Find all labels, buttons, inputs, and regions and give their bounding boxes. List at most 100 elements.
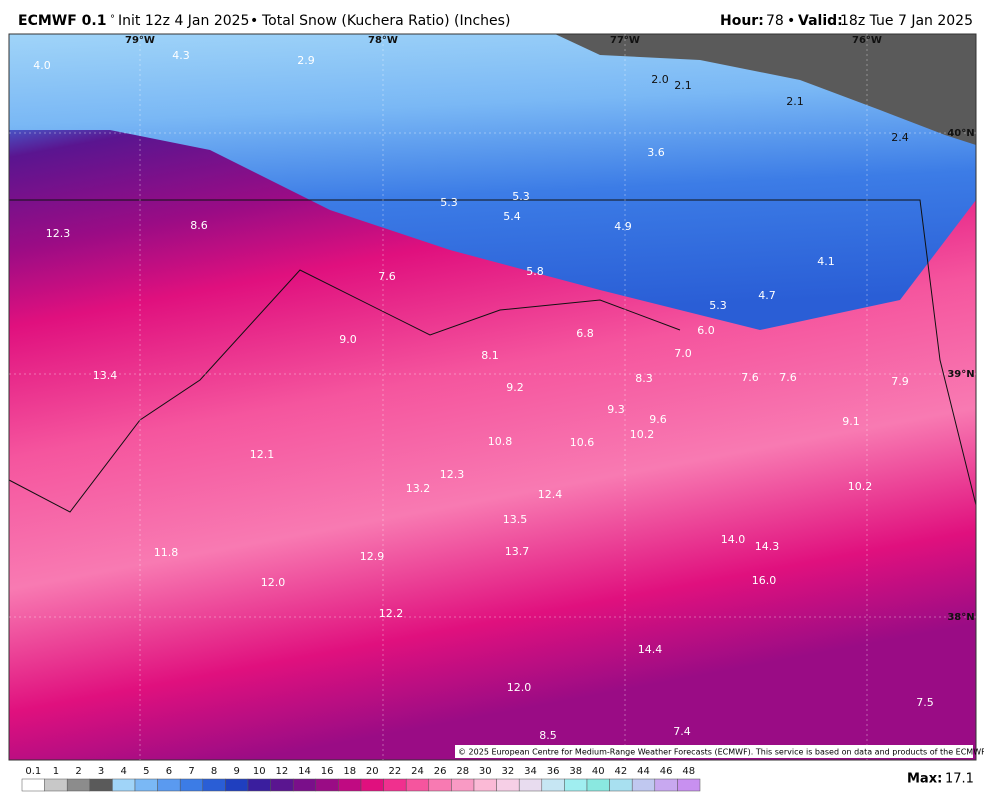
colorbar-label: 2 bbox=[75, 766, 81, 777]
point-value: 7.6 bbox=[779, 371, 797, 384]
colorbar-swatch bbox=[654, 778, 678, 792]
colorbar-label: 6 bbox=[166, 766, 172, 777]
point-value: 12.3 bbox=[46, 227, 71, 240]
colorbar-label: 10 bbox=[253, 766, 266, 777]
point-value: 8.1 bbox=[481, 349, 499, 362]
colorbar-swatch bbox=[496, 778, 520, 792]
point-value: 13.5 bbox=[503, 513, 528, 526]
colorbar-label: 28 bbox=[456, 766, 469, 777]
hour: 78 bbox=[766, 13, 784, 29]
degree: ° bbox=[110, 14, 115, 25]
colorbar-label: 7 bbox=[188, 766, 194, 777]
point-value: 8.3 bbox=[635, 372, 653, 385]
point-value: 11.8 bbox=[154, 546, 179, 559]
point-value: 5.4 bbox=[503, 210, 521, 223]
credit: © 2025 European Centre for Medium-Range … bbox=[458, 748, 984, 757]
colorbar-label: 42 bbox=[615, 766, 628, 777]
colorbar-swatch bbox=[247, 778, 271, 792]
colorbar-label: 4 bbox=[121, 766, 127, 777]
colorbar-label: 38 bbox=[569, 766, 582, 777]
colorbar-swatch bbox=[428, 778, 452, 792]
light-snow-field bbox=[9, 34, 976, 330]
colorbar-swatch bbox=[157, 778, 181, 792]
point-value: 9.2 bbox=[506, 381, 524, 394]
colorbar-swatch bbox=[315, 778, 339, 792]
point-value: 14.3 bbox=[755, 540, 780, 553]
colorbar-label: 8 bbox=[211, 766, 217, 777]
colorbar-swatch bbox=[270, 778, 294, 792]
colorbar-label: 20 bbox=[366, 766, 379, 777]
colorbar-swatch bbox=[225, 778, 249, 792]
colorbar-label: 40 bbox=[592, 766, 605, 777]
point-value: 5.3 bbox=[709, 299, 727, 312]
colorbar-label: 16 bbox=[321, 766, 334, 777]
point-value: 3.6 bbox=[647, 146, 665, 159]
colorbar-swatch bbox=[405, 778, 430, 792]
point-value: 8.6 bbox=[190, 219, 208, 232]
colorbar-label: 46 bbox=[660, 766, 673, 777]
point-value: 4.9 bbox=[614, 220, 632, 233]
point-value: 9.1 bbox=[842, 415, 860, 428]
point-value: 2.1 bbox=[786, 95, 804, 108]
max-label: Max: bbox=[907, 772, 942, 787]
lon-label: 77°W bbox=[610, 35, 640, 46]
product: Total Snow (Kuchera Ratio) (Inches) bbox=[261, 13, 510, 29]
colorbar-swatch bbox=[134, 778, 158, 792]
colorbar-swatch bbox=[631, 778, 656, 792]
colorbar-swatch bbox=[292, 778, 317, 792]
point-value: 7.9 bbox=[891, 375, 909, 388]
colorbar-label: 36 bbox=[547, 766, 560, 777]
colorbar-swatch bbox=[44, 778, 68, 792]
separator: • bbox=[250, 13, 258, 29]
credit-box bbox=[455, 745, 973, 758]
colorbar-label: 0.1 bbox=[25, 766, 41, 777]
colorbar-label: 22 bbox=[389, 766, 402, 777]
colorbar-label: 32 bbox=[502, 766, 515, 777]
colorbar-swatch bbox=[66, 778, 91, 792]
point-value: 7.6 bbox=[378, 270, 396, 283]
valid-label: Valid: bbox=[798, 13, 843, 29]
colorbar-swatch bbox=[383, 778, 407, 792]
colorbar-swatch bbox=[564, 778, 588, 792]
colorbar-swatch bbox=[360, 778, 384, 792]
colorbar-label: 5 bbox=[143, 766, 149, 777]
valid: 18z Tue 7 Jan 2025 bbox=[840, 13, 973, 29]
lat-label: 38°N bbox=[947, 612, 974, 623]
lon-label: 76°W bbox=[852, 35, 882, 46]
colorbar-swatch bbox=[451, 778, 475, 792]
point-value: 4.1 bbox=[817, 255, 835, 268]
point-value: 10.2 bbox=[848, 480, 873, 493]
point-value: 5.8 bbox=[526, 265, 544, 278]
colorbar-swatch bbox=[473, 778, 497, 792]
point-value: 9.3 bbox=[607, 403, 625, 416]
colorbar-label: 14 bbox=[298, 766, 311, 777]
colorbar-label: 48 bbox=[682, 766, 695, 777]
point-value: 4.3 bbox=[172, 49, 190, 62]
point-value: 14.0 bbox=[721, 533, 746, 546]
colorbar-swatch bbox=[89, 778, 113, 792]
colorbar-label: 34 bbox=[524, 766, 537, 777]
point-value: 7.4 bbox=[673, 725, 691, 738]
lon-label: 79°W bbox=[125, 35, 155, 46]
colorbar-label: 26 bbox=[434, 766, 447, 777]
colorbar-label: 44 bbox=[637, 766, 650, 777]
colorbar-label: 12 bbox=[276, 766, 289, 777]
point-value: 7.6 bbox=[741, 371, 759, 384]
point-value: 9.6 bbox=[649, 413, 667, 426]
point-value: 14.4 bbox=[638, 643, 663, 656]
colorbar-label: 18 bbox=[343, 766, 356, 777]
colorbar-swatch bbox=[586, 778, 610, 792]
low-snow-field bbox=[555, 34, 976, 145]
colorbar-swatch bbox=[21, 778, 45, 792]
point-value: 2.9 bbox=[297, 54, 315, 67]
point-value: 12.3 bbox=[440, 468, 465, 481]
lat-label: 40°N bbox=[947, 128, 974, 139]
colorbar-swatch bbox=[677, 778, 701, 792]
colorbar-label: 1 bbox=[53, 766, 59, 777]
point-value: 10.2 bbox=[630, 428, 655, 441]
point-value: 4.7 bbox=[758, 289, 776, 302]
colorbar-swatch bbox=[112, 778, 136, 792]
separator: • bbox=[787, 13, 795, 29]
colorbar-swatch bbox=[609, 778, 633, 792]
colorbar-label: 30 bbox=[479, 766, 492, 777]
